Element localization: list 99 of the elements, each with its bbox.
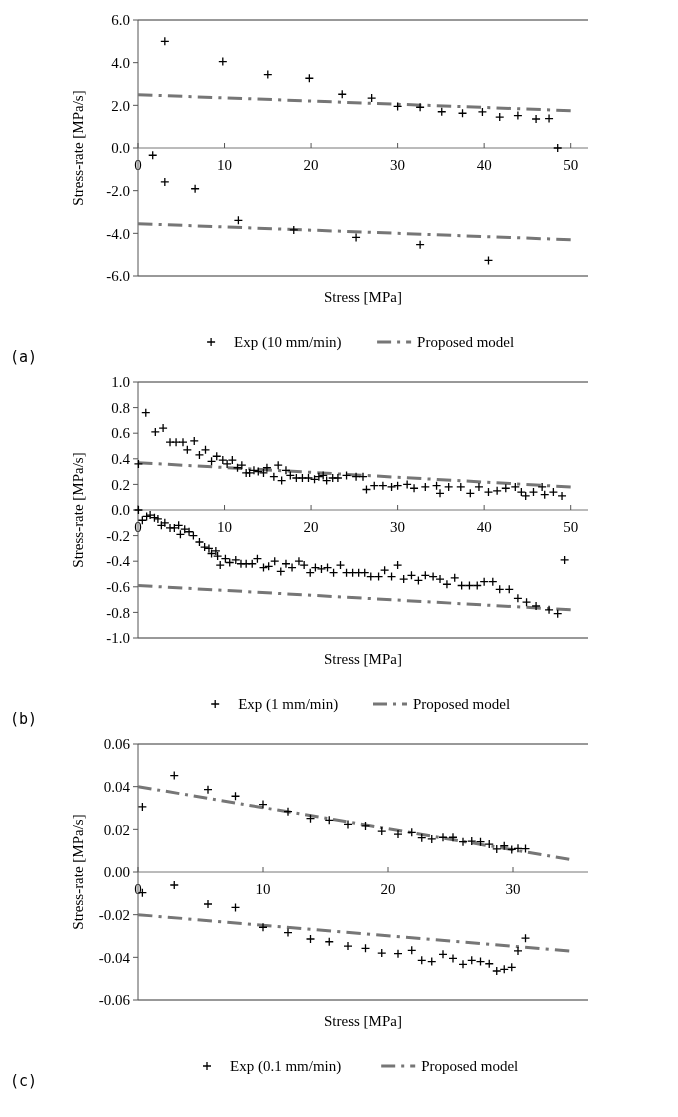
x-tick-label: 10 (217, 519, 233, 535)
point (137, 802, 148, 812)
y-tick-label: 1.0 (111, 374, 130, 391)
y-tick-label: 0.02 (103, 821, 130, 838)
text: (c) (10, 1072, 38, 1090)
x-tick-label: 40 (476, 519, 492, 535)
y-tick-label: 0.00 (103, 864, 130, 881)
y-tick-label: -0.2 (106, 527, 130, 544)
y-tick-label: -0.06 (98, 992, 131, 1009)
y-tick-label: -4.0 (106, 225, 130, 242)
y-tick-label: -0.04 (98, 949, 131, 966)
x-axis-title: Stress [MPa] (324, 651, 402, 667)
point (377, 826, 387, 836)
y-tick-label: -2.0 (106, 182, 130, 199)
y-tick-label: 0.6 (111, 425, 131, 442)
point (438, 832, 448, 842)
point (531, 114, 541, 124)
point (513, 110, 523, 121)
y-tick-label: 0.0 (111, 140, 130, 157)
x-tick-label: 50 (563, 157, 579, 173)
point (351, 232, 361, 243)
y-axis-title: Stress-rate [MPa/s] (70, 814, 86, 930)
point (492, 844, 502, 854)
point (393, 949, 403, 959)
point (415, 239, 425, 250)
legend-label: Exp (10 mm/min) (234, 334, 342, 352)
x-tick-label: 0 (134, 881, 142, 897)
point (289, 225, 299, 235)
x-tick-label: 0 (134, 519, 142, 535)
y-tick-label: -0.8 (106, 604, 130, 621)
x-tick-label: 50 (563, 519, 579, 535)
point (448, 953, 458, 964)
point (169, 880, 179, 890)
point (427, 834, 437, 844)
y-tick-label: 0.0 (111, 502, 130, 519)
point (367, 93, 377, 103)
x-axis-title: Stress [MPa] (324, 289, 402, 305)
y-tick-label: 0.8 (111, 399, 130, 416)
point (458, 837, 468, 847)
legend-label: Proposed model (417, 334, 515, 351)
point (393, 829, 403, 839)
y-tick-label: 0.4 (111, 451, 131, 468)
text: (a) (10, 348, 38, 366)
legend-label: Proposed model (413, 696, 511, 713)
y-tick-label: 0.2 (111, 476, 130, 493)
x-tick-label: 30 (390, 519, 406, 535)
y-axis-title: Stress-rate [MPa/s] (70, 90, 86, 206)
point (438, 949, 448, 959)
x-tick-label: 20 (380, 881, 396, 897)
point (513, 946, 523, 956)
legend-label: Proposed model (421, 1058, 519, 1075)
point (520, 933, 531, 943)
y-tick-label: 6.0 (111, 12, 130, 29)
point (448, 832, 458, 842)
y-axis-title: Stress-rate [MPa/s] (70, 452, 86, 568)
y-tick-label: -0.4 (106, 553, 131, 570)
point (484, 839, 494, 849)
point (258, 922, 268, 932)
point (305, 934, 316, 944)
x-tick-label: 10 (255, 881, 271, 897)
point (343, 819, 353, 830)
point (190, 184, 200, 194)
x-tick-label: 30 (505, 881, 521, 897)
y-tick-label: -6.0 (106, 268, 130, 285)
point (283, 806, 293, 817)
point (492, 966, 502, 976)
point (467, 836, 477, 846)
point (477, 107, 488, 117)
point (495, 112, 505, 122)
point (283, 927, 293, 938)
y-tick-label: -1.0 (106, 630, 130, 647)
point (343, 941, 353, 951)
x-tick-label: 0 (134, 157, 142, 173)
y-tick-label: 4.0 (111, 54, 130, 71)
point (258, 799, 268, 810)
point (203, 899, 213, 909)
point (458, 959, 468, 970)
point (160, 177, 170, 187)
point (553, 143, 563, 153)
point (377, 948, 387, 958)
point (360, 821, 371, 831)
x-tick-label: 20 (303, 157, 319, 173)
point (415, 102, 425, 112)
y-tick-label: 0.06 (103, 736, 131, 753)
y-tick-label: -0.6 (106, 579, 131, 596)
point (544, 113, 554, 124)
point (203, 785, 213, 795)
y-tick-label: 2.0 (111, 97, 130, 114)
y-tick-label: -0.02 (98, 906, 130, 923)
y-tick-label: 0.04 (103, 778, 131, 795)
legend-label: Exp (0.1 mm/min) (230, 1058, 342, 1076)
x-tick-label: 30 (390, 157, 406, 173)
text: (b) (10, 710, 38, 728)
x-axis-title: Stress [MPa] (324, 1013, 402, 1029)
point (513, 843, 523, 853)
x-tick-label: 40 (476, 157, 492, 173)
x-tick-label: 10 (217, 157, 233, 173)
legend-label: Exp (1 mm/min) (238, 696, 339, 714)
x-tick-label: 20 (303, 519, 319, 535)
